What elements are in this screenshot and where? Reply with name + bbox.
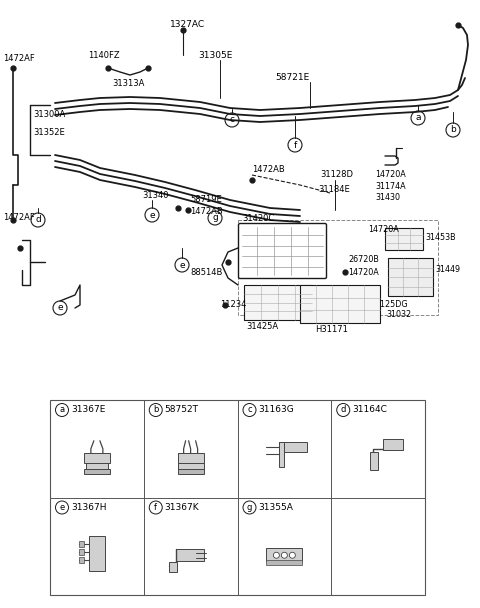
Text: 88514B: 88514B xyxy=(190,268,222,277)
Text: d: d xyxy=(35,215,41,224)
Bar xyxy=(50,400,425,595)
Text: f: f xyxy=(293,140,297,150)
Text: 31367E: 31367E xyxy=(71,406,106,415)
Circle shape xyxy=(281,552,288,558)
Bar xyxy=(266,560,302,565)
Text: b: b xyxy=(450,125,456,134)
Text: e: e xyxy=(179,260,185,269)
FancyBboxPatch shape xyxy=(239,224,326,278)
Text: 1125DG: 1125DG xyxy=(375,300,408,309)
Text: 31340: 31340 xyxy=(142,191,168,200)
Text: 1140FZ: 1140FZ xyxy=(88,51,120,60)
Bar xyxy=(370,452,378,470)
Bar xyxy=(86,461,108,470)
Bar xyxy=(388,258,433,296)
Bar xyxy=(279,442,307,452)
Bar xyxy=(79,541,84,547)
Text: 31032: 31032 xyxy=(386,310,411,319)
Text: 31184E: 31184E xyxy=(318,185,350,194)
Bar xyxy=(168,562,177,572)
Text: 31164C: 31164C xyxy=(352,406,387,415)
Bar xyxy=(176,549,204,561)
Text: 58752T: 58752T xyxy=(165,406,199,415)
Text: 31352E: 31352E xyxy=(33,128,65,137)
Bar xyxy=(279,442,284,467)
Text: 14720A: 14720A xyxy=(375,170,406,179)
Circle shape xyxy=(289,552,295,558)
Bar xyxy=(84,453,110,463)
Bar xyxy=(79,549,84,555)
Text: g: g xyxy=(212,213,218,223)
Text: b: b xyxy=(153,406,158,415)
Bar xyxy=(238,220,438,315)
Text: e: e xyxy=(149,210,155,219)
Text: 1472AF: 1472AF xyxy=(3,54,35,63)
Text: H31171: H31171 xyxy=(315,325,348,334)
Bar xyxy=(300,285,380,323)
Text: 1327AC: 1327AC xyxy=(170,20,205,29)
Text: f: f xyxy=(154,503,157,512)
Text: 26720B: 26720B xyxy=(348,255,379,264)
Text: 31300A: 31300A xyxy=(33,110,65,119)
Bar xyxy=(178,461,204,470)
Bar xyxy=(383,439,403,450)
Text: 31425A: 31425A xyxy=(246,322,278,331)
Bar xyxy=(178,469,204,474)
Text: 31355A: 31355A xyxy=(259,503,293,512)
Bar xyxy=(266,548,302,561)
Text: 31163G: 31163G xyxy=(259,406,294,415)
Text: 31367H: 31367H xyxy=(71,503,107,512)
Text: 31453B: 31453B xyxy=(425,233,456,242)
Bar xyxy=(79,558,84,563)
Text: 31367K: 31367K xyxy=(165,503,199,512)
Text: 31430: 31430 xyxy=(375,193,400,202)
Bar xyxy=(244,285,312,320)
Text: 1472AB: 1472AB xyxy=(252,165,285,174)
Bar xyxy=(178,453,204,463)
Circle shape xyxy=(274,552,279,558)
Bar xyxy=(84,469,110,474)
Text: g: g xyxy=(247,503,252,512)
Text: 1472AF: 1472AF xyxy=(3,213,35,223)
Text: a: a xyxy=(60,406,65,415)
Text: a: a xyxy=(415,114,421,122)
Text: 1472AB: 1472AB xyxy=(190,207,223,216)
Text: 58721E: 58721E xyxy=(275,73,309,82)
Text: c: c xyxy=(247,406,252,415)
Text: e: e xyxy=(57,303,63,313)
Text: 31420C: 31420C xyxy=(242,214,274,223)
Text: e: e xyxy=(60,503,65,512)
Text: 31305E: 31305E xyxy=(198,51,232,60)
Text: 31313A: 31313A xyxy=(112,79,144,88)
Text: 31128D: 31128D xyxy=(320,170,353,179)
Bar xyxy=(385,228,423,250)
Text: 14720A: 14720A xyxy=(368,225,399,234)
Text: 31174A: 31174A xyxy=(375,182,406,191)
Text: 11234: 11234 xyxy=(220,300,246,309)
Bar xyxy=(89,536,105,572)
Text: 31449: 31449 xyxy=(435,265,460,274)
Text: d: d xyxy=(341,406,346,415)
Text: 14720A: 14720A xyxy=(348,268,379,277)
Text: c: c xyxy=(229,116,235,125)
Text: 58719E: 58719E xyxy=(190,195,222,204)
